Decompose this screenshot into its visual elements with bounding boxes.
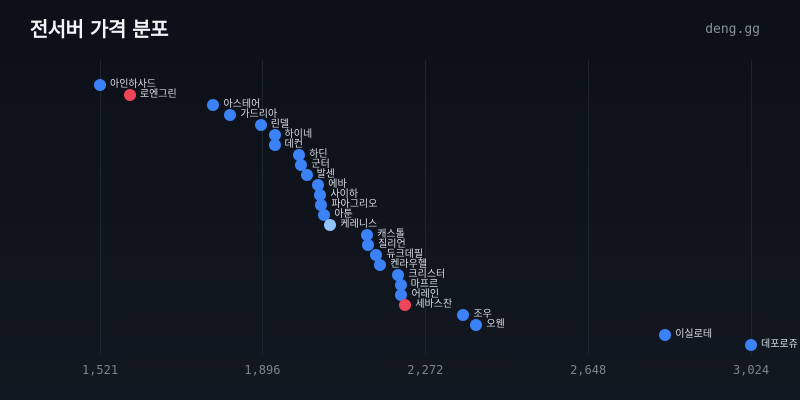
x-tick-label: 1,896 — [244, 363, 281, 377]
point-label: 데포로쥬 — [761, 339, 798, 350]
point-label: 아툰 — [334, 209, 353, 220]
point-marker[interactable] — [318, 209, 331, 221]
point-label: 어레인 — [411, 289, 440, 300]
data-point[interactable]: 에바 — [312, 179, 347, 191]
x-gridline — [588, 60, 589, 355]
data-point[interactable]: 세바스찬 — [399, 299, 453, 311]
x-gridline — [751, 60, 752, 355]
data-point[interactable]: 로엔그린 — [123, 89, 177, 101]
point-label: 이실로테 — [675, 329, 713, 340]
data-point[interactable]: 파아그리오 — [315, 199, 378, 211]
point-label: 린델 — [270, 119, 290, 130]
point-label: 마프르 — [410, 279, 439, 290]
point-label: 세바스찬 — [415, 299, 453, 310]
point-marker[interactable] — [362, 239, 375, 251]
data-point[interactable]: 아인하사드 — [94, 79, 156, 91]
data-point[interactable]: 데포로쥬 — [745, 339, 798, 351]
point-marker[interactable] — [745, 339, 757, 351]
data-point[interactable]: 발센 — [300, 169, 335, 181]
point-label: 하딘 — [309, 149, 328, 160]
data-point[interactable]: 조우 — [457, 309, 492, 321]
point-marker[interactable] — [123, 89, 136, 101]
point-marker[interactable] — [94, 79, 106, 91]
point-marker[interactable] — [470, 319, 483, 331]
point-label: 듀크데필 — [386, 249, 424, 260]
chart-title: 전서버 가격 분포 — [30, 17, 169, 41]
x-gridline — [100, 60, 101, 355]
point-label: 질리언 — [378, 239, 406, 250]
point-marker[interactable] — [324, 219, 337, 231]
point-label: 케레니스 — [340, 219, 378, 230]
point-label: 데컨 — [284, 139, 303, 150]
point-marker[interactable] — [392, 269, 405, 281]
data-point[interactable]: 어레인 — [395, 289, 440, 301]
point-label: 군터 — [311, 159, 330, 170]
brand-watermark: deng.gg — [705, 22, 760, 37]
point-marker[interactable] — [314, 189, 327, 201]
point-marker[interactable] — [295, 159, 308, 171]
point-marker[interactable] — [315, 199, 328, 211]
x-tick-label: 2,648 — [570, 363, 607, 377]
point-label: 크리스터 — [408, 269, 446, 280]
data-point[interactable]: 사이하 — [314, 189, 359, 201]
point-marker[interactable] — [395, 289, 408, 301]
point-label: 켄라우헬 — [390, 259, 428, 270]
point-label: 캐스톨 — [377, 229, 405, 240]
point-marker[interactable] — [659, 329, 672, 341]
data-point[interactable]: 군터 — [295, 159, 330, 171]
point-marker[interactable] — [457, 309, 470, 321]
data-point[interactable]: 아스테어 — [207, 99, 261, 111]
point-marker[interactable] — [300, 169, 313, 181]
x-gridline — [262, 60, 263, 355]
point-label: 조우 — [473, 309, 492, 320]
data-point[interactable]: 질리언 — [362, 239, 406, 251]
data-point[interactable]: 아툰 — [318, 209, 353, 221]
data-point[interactable]: 하딘 — [293, 149, 328, 161]
data-point[interactable]: 린델 — [254, 119, 290, 131]
point-marker[interactable] — [399, 299, 412, 311]
point-label: 사이하 — [330, 189, 359, 200]
point-marker[interactable] — [394, 279, 407, 291]
point-marker[interactable] — [207, 99, 220, 111]
data-point[interactable]: 데컨 — [268, 139, 303, 151]
data-point[interactable]: 크리스터 — [392, 269, 446, 281]
point-marker[interactable] — [370, 249, 383, 261]
point-label: 파아그리오 — [331, 199, 378, 210]
point-label: 아스테어 — [223, 99, 261, 110]
data-point[interactable]: 캐스톨 — [361, 229, 405, 241]
data-point[interactable]: 켄라우헬 — [374, 259, 428, 271]
data-point[interactable]: 듀크데필 — [370, 249, 424, 261]
point-label: 아인하사드 — [110, 79, 156, 90]
point-marker[interactable] — [254, 119, 267, 131]
point-label: 가드리아 — [240, 109, 278, 120]
point-label: 에바 — [328, 179, 347, 190]
point-marker[interactable] — [224, 109, 237, 121]
data-point[interactable]: 가드리아 — [224, 109, 278, 121]
data-point[interactable]: 마프르 — [394, 279, 439, 291]
point-marker[interactable] — [312, 179, 325, 191]
x-gridline — [425, 60, 426, 355]
data-point[interactable]: 오웬 — [470, 319, 505, 331]
x-tick-label: 3,024 — [732, 363, 770, 377]
point-marker[interactable] — [268, 129, 281, 141]
x-tick-label: 2,272 — [407, 363, 444, 377]
point-label: 하이네 — [284, 129, 313, 140]
point-label: 오웬 — [486, 319, 505, 330]
point-label: 발센 — [316, 169, 335, 180]
point-marker[interactable] — [293, 149, 306, 161]
point-marker[interactable] — [374, 259, 387, 271]
x-tick-label: 1,521 — [81, 363, 119, 377]
point-marker[interactable] — [268, 139, 281, 151]
data-point[interactable]: 케레니스 — [324, 219, 378, 231]
data-point[interactable]: 하이네 — [268, 129, 313, 141]
data-point[interactable]: 이실로테 — [659, 329, 713, 341]
point-marker[interactable] — [361, 229, 374, 241]
point-label: 로엔그린 — [139, 89, 177, 100]
